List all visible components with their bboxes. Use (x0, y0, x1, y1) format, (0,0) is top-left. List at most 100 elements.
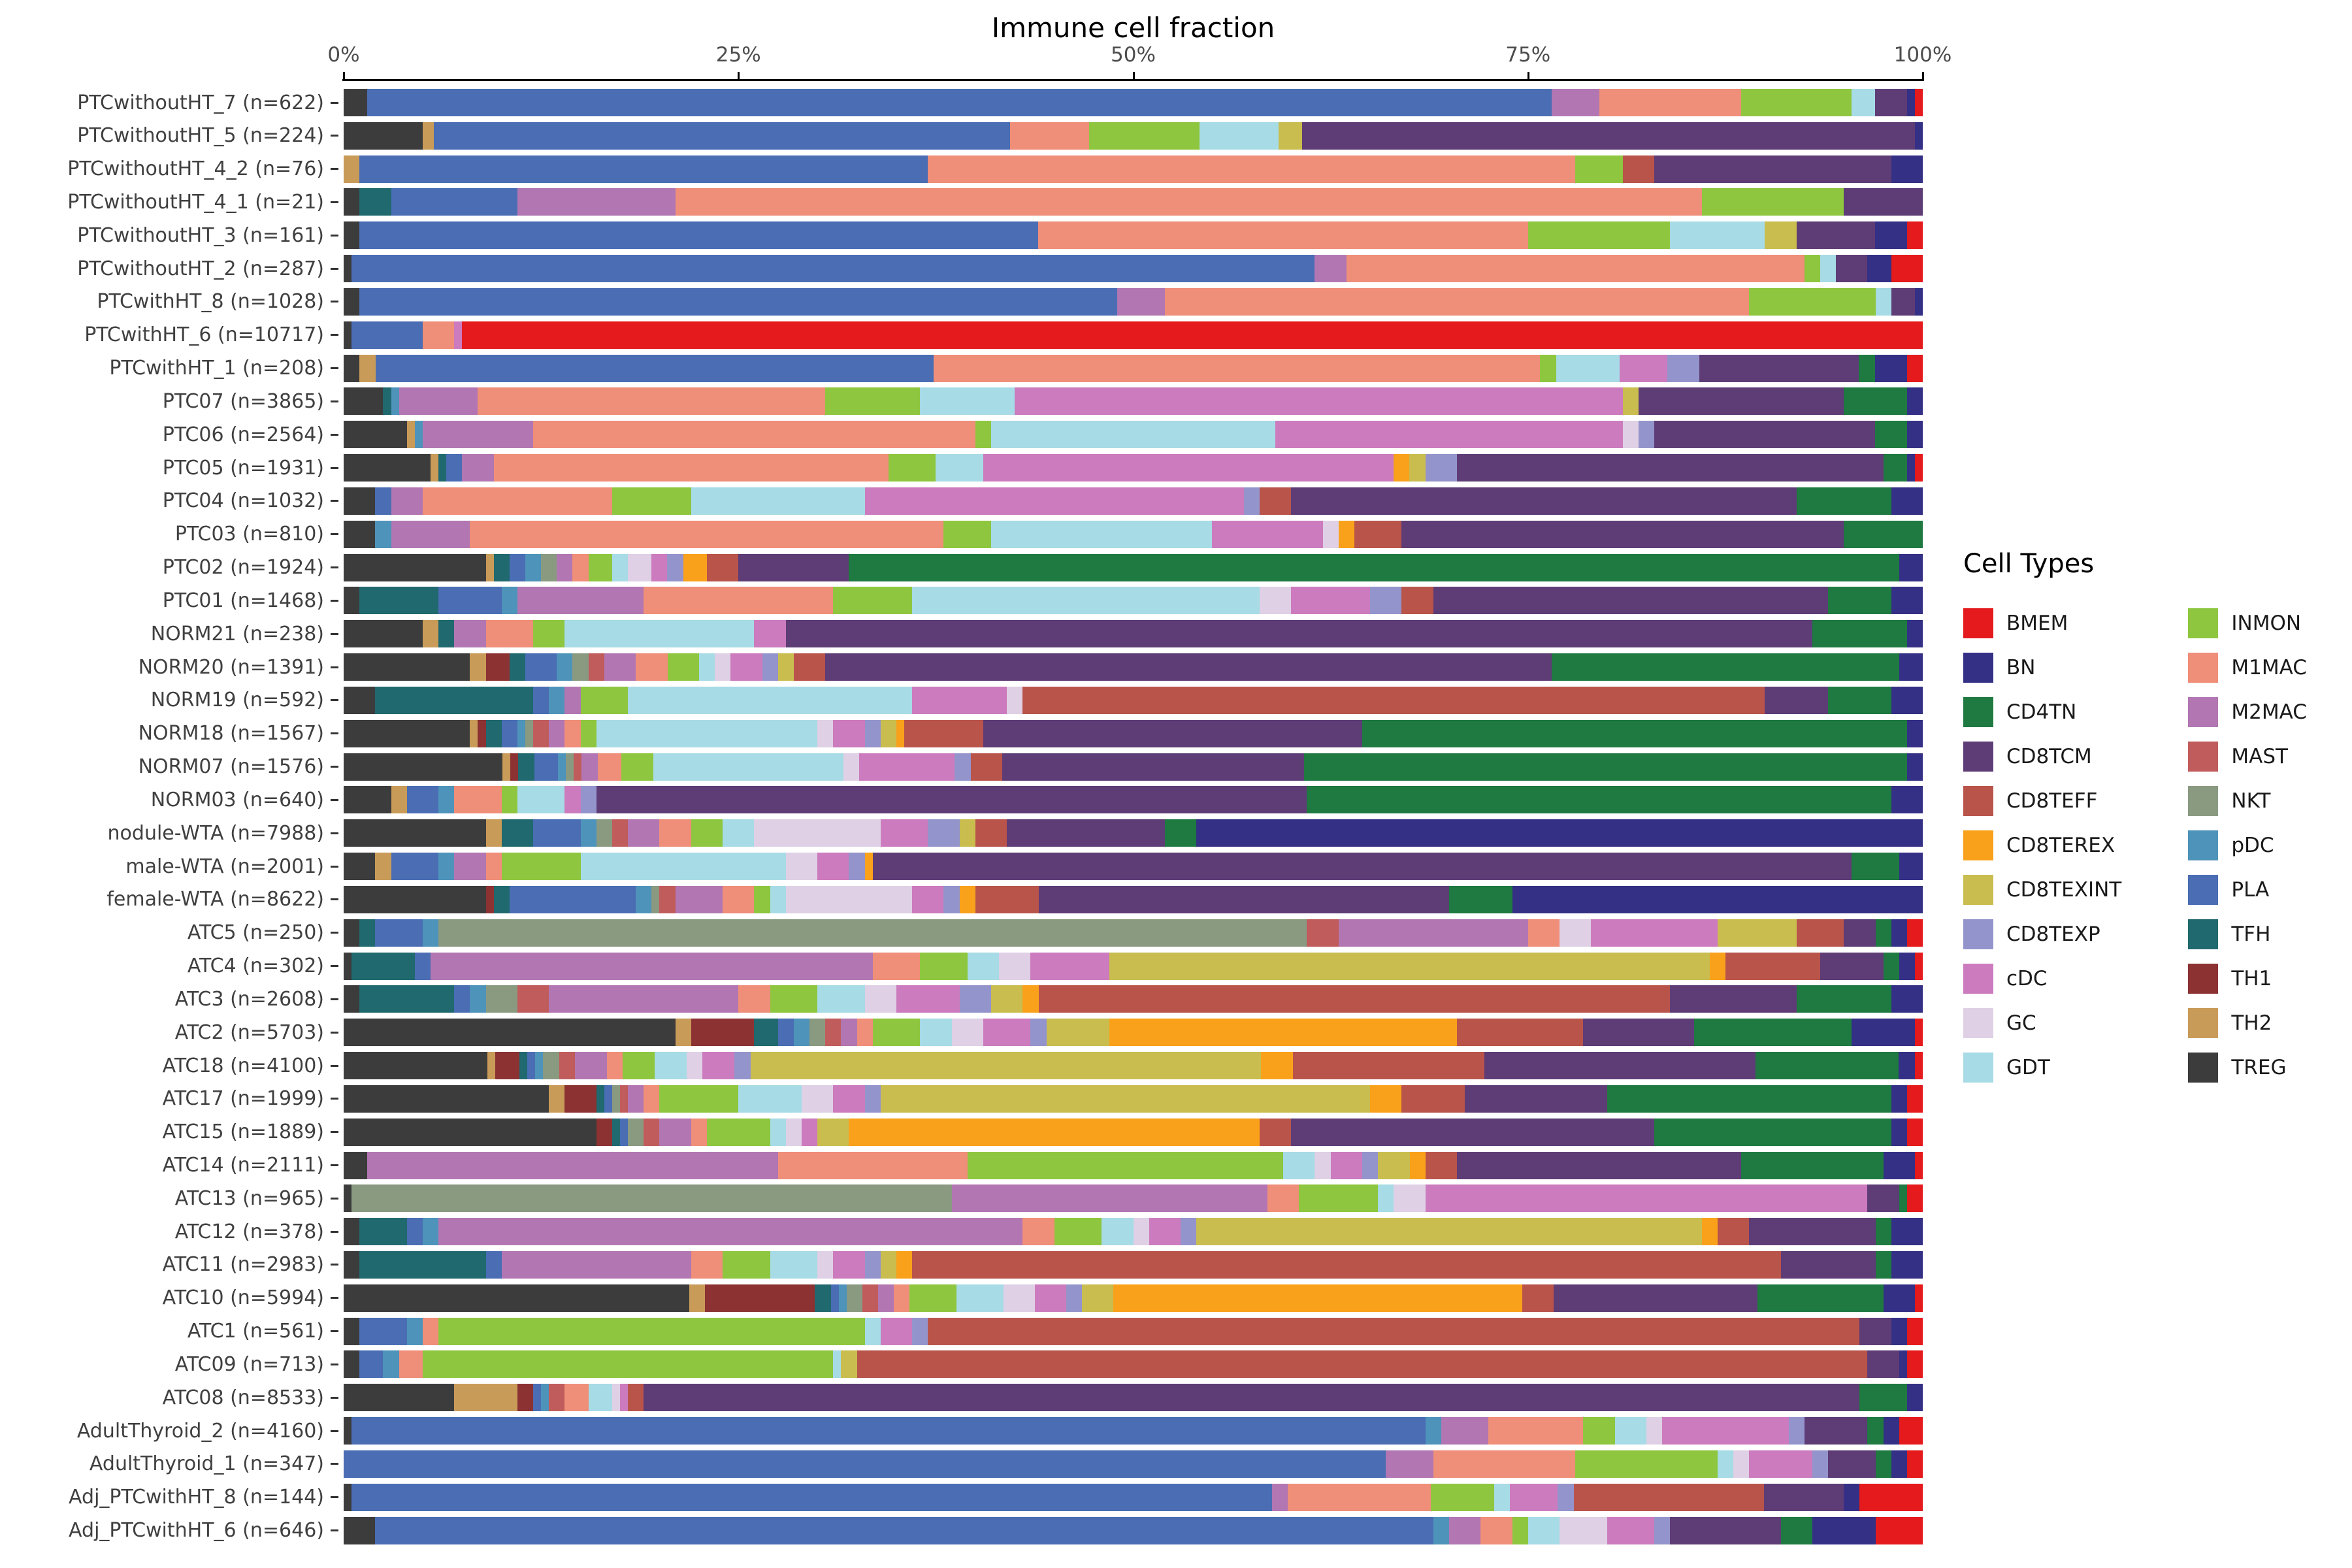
legend-swatch-TFH (2188, 919, 2219, 949)
stacked-bar (344, 1317, 1923, 1345)
bar-segment-INMON (1527, 221, 1671, 250)
bar-segment-TH1 (485, 885, 494, 913)
stacked-bar (344, 221, 1923, 250)
bar-segment-NKT (572, 653, 589, 681)
bar-segment-CD8TEXINT (880, 719, 896, 747)
bar-segment-M2MAC (430, 952, 873, 980)
bar-segment-CD8TEREX (1022, 985, 1039, 1013)
sample-row: Adj_PTCwithHT_8 (n=144) (0, 1482, 1927, 1512)
legend-swatch-CD4TN (1963, 697, 1993, 727)
bar-segment-TREG (344, 387, 384, 416)
bar-segment-GC (1133, 1218, 1149, 1246)
bar-segment-PLA (454, 985, 470, 1013)
bar-segment-TFH (359, 188, 391, 216)
stacked-bar (344, 853, 1923, 881)
bar-segment-CD8TCM (596, 786, 1307, 814)
bar-segment-M2MAC (581, 753, 598, 781)
sample-row: ATC14 (n=2111) (0, 1151, 1927, 1181)
bar-segment-M2MAC (877, 1284, 894, 1312)
sample-row: PTCwithoutHT_2 (n=287) (0, 253, 1927, 284)
bar-segment-M2MAC (399, 387, 478, 416)
legend-label: PLA (2231, 878, 2270, 902)
bar-segment-MAST (862, 1284, 878, 1312)
bar-segment-BN (1906, 620, 1923, 648)
bar-segment-M1MAC (597, 753, 622, 781)
bar-segment-TREG (344, 1417, 352, 1445)
bar-segment-BN (1899, 1350, 1907, 1379)
row-label: ATC4 (n=302) (187, 955, 324, 978)
stacked-bar (344, 952, 1923, 980)
bar-segment-CD8TEXP (1066, 1284, 1083, 1312)
bar-segment-TH1 (478, 719, 486, 747)
bar-segment-INMON (659, 1085, 739, 1113)
bar-segment-PLA (351, 255, 1315, 283)
y-axis-tick (331, 234, 338, 237)
bar-segment-CD4TN (1883, 952, 1899, 980)
bar-segment-M2MAC (951, 1184, 1267, 1213)
bar-segment-BN (1512, 885, 1923, 913)
bar-segment-BMEM (1914, 454, 1923, 482)
bar-segment-TREG (344, 487, 376, 515)
bar-segment-CD8TEFF (1425, 1151, 1458, 1179)
bar-segment-cDC (754, 620, 786, 648)
bar-segment-PLA (604, 1085, 612, 1113)
legend-label: CD4TN (2006, 700, 2077, 724)
bar-segment-INMON (975, 421, 991, 449)
bar-segment-CD4TN (1693, 1019, 1852, 1047)
bar-segment-TREG (344, 553, 486, 581)
bar-segment-INMON (580, 719, 596, 747)
bar-segment-cDC (564, 786, 581, 814)
bar-segment-CD8TEXINT (1622, 387, 1639, 416)
bar-segment-M2MAC (438, 1218, 1023, 1246)
bar-segment-M2MAC (575, 1052, 607, 1080)
x-axis-tick-label: 0% (327, 43, 360, 67)
legend-label: M1MAC (2231, 656, 2307, 679)
bar-segment-CD8TEXINT (1717, 919, 1797, 947)
bar-segment-CD8TCM (1780, 1250, 1876, 1279)
bar-segment-CD4TN (1852, 853, 1899, 881)
sample-row: female-WTA (n=8622) (0, 885, 1927, 915)
legend-swatch-CD8TEXINT (1963, 875, 1993, 905)
bar-segment-pDC (422, 1218, 439, 1246)
bar-segment-pDC (501, 587, 517, 615)
bar-segment-CD8TCM (1553, 1284, 1758, 1312)
y-axis-tick (331, 998, 338, 1000)
bar-segment-cDC (1030, 952, 1110, 980)
sample-row: ATC10 (n=5994) (0, 1283, 1927, 1313)
y-axis-tick (331, 1230, 338, 1233)
sample-row: ATC13 (n=965) (0, 1183, 1927, 1213)
stacked-bar (344, 620, 1923, 648)
bar-segment-CD8TCM (1820, 952, 1884, 980)
bar-segment-NKT (628, 1118, 644, 1146)
bar-segment-PLA (509, 885, 636, 913)
bar-segment-M2MAC (1552, 89, 1599, 116)
bar-segment-INMON (1088, 122, 1200, 150)
bar-segment-INMON (1575, 1450, 1718, 1478)
bar-segment-NKT (809, 1019, 826, 1047)
legend-item: TH1 (2188, 964, 2342, 994)
bar-segment-M1MAC (478, 387, 826, 416)
bar-segment-CD8TEFF (1457, 1019, 1584, 1047)
y-axis-tick (331, 1396, 338, 1399)
bar-segment-GC (801, 1085, 834, 1113)
bar-segment-CD8TEXP (849, 853, 865, 881)
sample-row: PTC02 (n=1924) (0, 553, 1927, 583)
bar-segment-M1MAC (1480, 1516, 1512, 1544)
sample-row: PTC04 (n=1032) (0, 486, 1927, 516)
stacked-bar (344, 1417, 1923, 1445)
legend-swatch-MAST (2188, 742, 2219, 772)
bar-segment-GDT (920, 1019, 952, 1047)
bar-segment-GDT (770, 1250, 818, 1279)
legend-items: BMEM BN CD4TN CD8TCM CD8TEFF CD8TEREX CD8TEXIN… (1963, 601, 2342, 1090)
bar-segment-TFH (375, 686, 534, 714)
bar-segment-GDT (936, 454, 983, 482)
y-axis-tick (331, 101, 338, 104)
y-axis-tick (331, 766, 338, 768)
bar-segment-BN (1899, 853, 1923, 881)
bar-segment-M2MAC (1117, 287, 1165, 316)
bar-segment-MAST (1307, 919, 1339, 947)
y-axis-tick (331, 533, 338, 536)
stacked-bar (344, 653, 1923, 681)
bar-segment-CD4TN (1307, 786, 1891, 814)
bar-segment-TFH (612, 1118, 620, 1146)
